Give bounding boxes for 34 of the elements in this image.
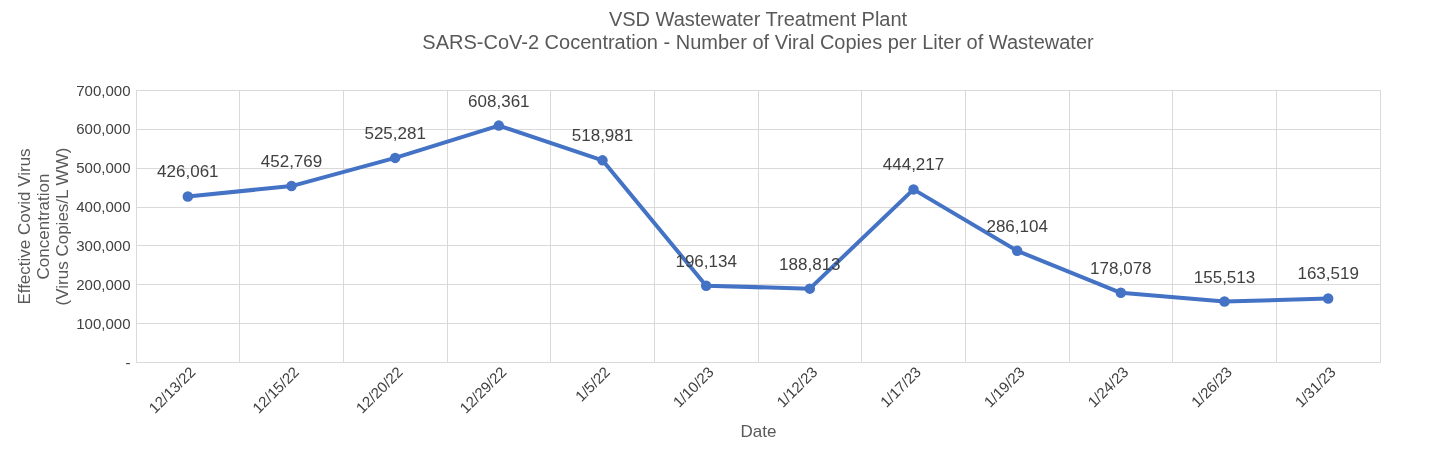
- data-label: 178,078: [1090, 258, 1152, 278]
- data-label: 444,217: [882, 155, 945, 175]
- point: [1115, 287, 1127, 299]
- point: [597, 155, 608, 166]
- point: [908, 184, 919, 195]
- data-label: 518,981: [571, 126, 634, 146]
- point: [182, 191, 194, 202]
- data-label: 452,769: [260, 152, 323, 172]
- point: [700, 280, 712, 292]
- data-label: 155,513: [1193, 267, 1256, 287]
- point: [804, 283, 816, 294]
- y-tick-label: 600,000: [76, 120, 131, 138]
- y-axis-title: Effective Covid Virus Concentration (Virus Copies/L WW): [15, 147, 73, 306]
- data-label: 426,061: [157, 162, 219, 182]
- data-label: 608,361: [468, 91, 530, 111]
- point: [1011, 245, 1023, 257]
- y-tick-label: 700,000: [76, 81, 131, 99]
- y-tick-label: -: [125, 353, 131, 371]
- y-tick-label: 200,000: [76, 275, 131, 293]
- point: [493, 120, 505, 131]
- point: [1322, 293, 1334, 304]
- x-axis-title: Date: [740, 422, 777, 442]
- y-tick-label: 100,000: [76, 314, 131, 332]
- point: [389, 152, 401, 164]
- y-tick-label: 300,000: [76, 236, 131, 254]
- y-tick-label: 400,000: [76, 198, 131, 216]
- chart-subtitle: SARS-CoV-2 Cocentration - Number of Viral Copies per Liter of Wastewater: [422, 31, 1095, 53]
- y-tick-label: 500,000: [76, 159, 131, 177]
- data-label: 163,519: [1297, 264, 1359, 284]
- data-label: 286,104: [986, 216, 1048, 236]
- point: [286, 180, 297, 192]
- data-label: 525,281: [364, 123, 426, 143]
- chart-title: VSD Wastewater Treatment Plant: [608, 8, 908, 30]
- point: [1219, 296, 1230, 307]
